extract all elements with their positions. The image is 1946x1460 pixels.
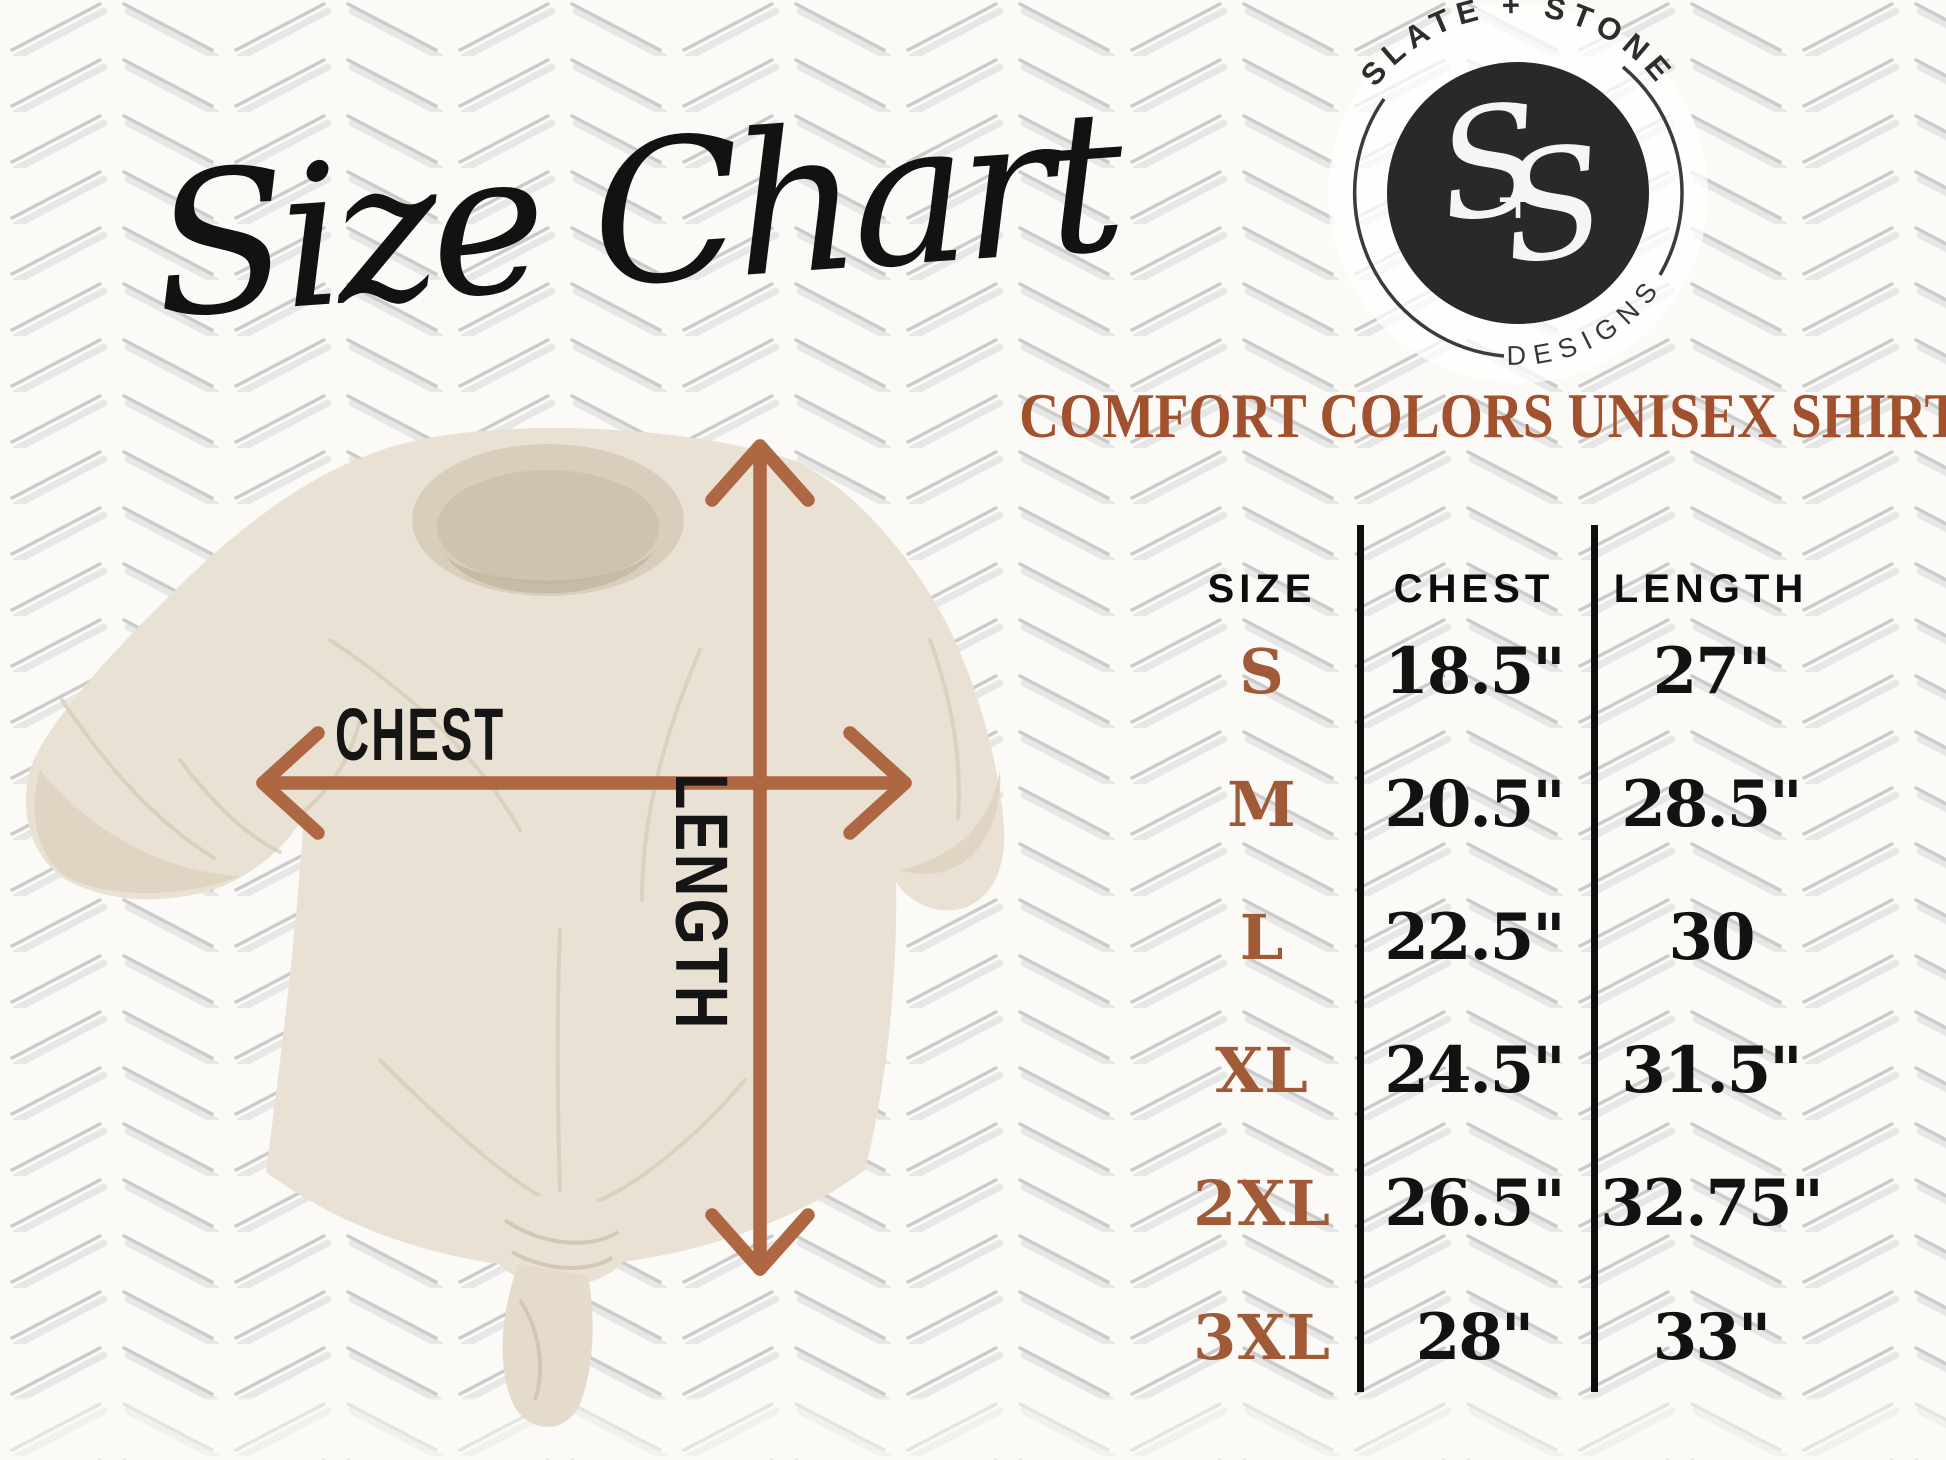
tshirt-photo bbox=[25, 428, 1005, 1427]
collar-opening bbox=[437, 470, 659, 584]
table-row-size: 3XL bbox=[1193, 1301, 1331, 1374]
shirt-knot-tail bbox=[502, 1264, 593, 1427]
right-sleeve-cuff bbox=[900, 770, 1001, 875]
table-row-chest: 28" bbox=[1415, 1300, 1534, 1375]
length-arrow-label: LENGTH bbox=[659, 773, 742, 1031]
length-arrow bbox=[705, 439, 815, 1276]
table-header-size: SIZE bbox=[1207, 567, 1317, 611]
table-row-length: 32.75" bbox=[1600, 1166, 1824, 1241]
table-row-chest: 20.5" bbox=[1384, 767, 1565, 842]
left-sleeve-cuff bbox=[34, 770, 241, 894]
logo-ring-right-arc bbox=[1621, 65, 1684, 276]
table-divider-right bbox=[1591, 525, 1598, 1392]
table-row-chest: 18.5" bbox=[1384, 634, 1565, 709]
measurement-arrows bbox=[256, 439, 912, 1276]
knot-wrinkles bbox=[503, 1218, 620, 1401]
table-row-size: M bbox=[1227, 768, 1297, 841]
chest-arrow-label: CHEST bbox=[335, 694, 505, 776]
table-row-length: 27" bbox=[1652, 634, 1771, 709]
collar-shadow bbox=[445, 550, 655, 594]
logo-monogram-plus: + bbox=[1494, 164, 1543, 232]
table-row-length: 31.5" bbox=[1621, 1033, 1802, 1108]
table-row-size: S bbox=[1239, 635, 1285, 708]
table-header-length: LENGTH bbox=[1613, 567, 1809, 611]
table-row-length: 28.5" bbox=[1621, 767, 1802, 842]
table-divider-left bbox=[1357, 525, 1364, 1392]
logo-monogram: S + S bbox=[1427, 71, 1616, 300]
table-row-length: 33" bbox=[1652, 1300, 1771, 1375]
logo-monogram-s1: S bbox=[1427, 71, 1553, 258]
table-row-size: L bbox=[1239, 901, 1285, 974]
table-row-chest: 26.5" bbox=[1384, 1166, 1565, 1241]
fabric-wrinkles bbox=[60, 638, 961, 1208]
table-header-chest: CHEST bbox=[1393, 567, 1555, 611]
page-title: Size Chart bbox=[147, 67, 1134, 362]
table-row-size: XL bbox=[1215, 1034, 1309, 1107]
brand-logo: SLATE + STONE DESIGNS S + S bbox=[1328, 0, 1708, 383]
table-row-chest: 22.5" bbox=[1384, 900, 1565, 975]
logo-disc bbox=[1387, 62, 1649, 324]
table-row-length: 30 bbox=[1668, 900, 1755, 975]
logo-ring-left-arc bbox=[1352, 98, 1505, 358]
table-row-size: 2XL bbox=[1193, 1167, 1331, 1240]
product-heading: COMFORT COLORS UNISEX SHIRT bbox=[1019, 381, 1946, 451]
chest-arrow bbox=[256, 726, 912, 840]
logo-monogram-s2: S bbox=[1490, 113, 1616, 300]
table-row-chest: 24.5" bbox=[1384, 1033, 1565, 1108]
